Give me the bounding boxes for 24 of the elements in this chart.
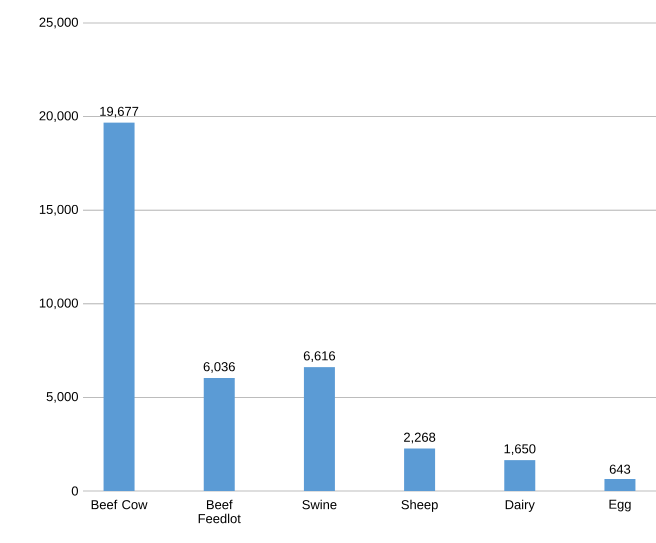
- y-tick-label: 10,000: [40, 298, 78, 310]
- y-tick-label: 15,000: [40, 204, 78, 216]
- y-tick-label: 5,000: [46, 392, 78, 403]
- data-label: 643: [610, 464, 630, 474]
- bar: [104, 122, 135, 491]
- x-tick-label: Dairy: [506, 500, 535, 512]
- data-label: 6,616: [304, 351, 336, 362]
- x-tick-label: Sheep: [401, 500, 438, 512]
- bar: [204, 378, 235, 491]
- x-tick-label: Egg: [609, 500, 631, 512]
- data-label: 2,268: [404, 432, 436, 444]
- bar: [604, 478, 636, 491]
- bar: [504, 460, 536, 491]
- x-tick-label: Swine: [302, 500, 336, 510]
- x-tick-label: Beef Feedlot: [198, 500, 241, 524]
- bar: [304, 367, 335, 491]
- data-label: 19,677: [100, 106, 138, 118]
- bar: [404, 448, 436, 491]
- x-tick-label: Beef Cow: [92, 500, 148, 510]
- y-tick-label: 0: [72, 486, 78, 496]
- y-tick-label: 25,000: [40, 18, 78, 28]
- data-label: 1,650: [504, 444, 536, 455]
- data-label: 6,036: [204, 362, 235, 373]
- y-tick-label: 20,000: [40, 111, 78, 122]
